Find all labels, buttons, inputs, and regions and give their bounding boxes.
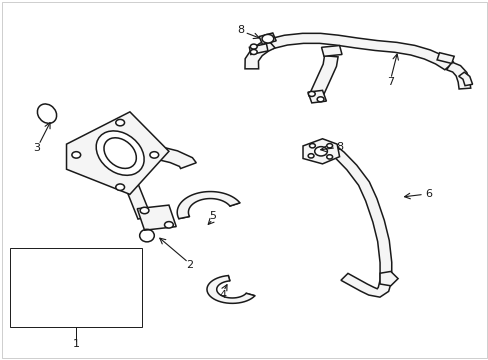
Polygon shape: [156, 147, 196, 168]
Polygon shape: [206, 275, 254, 303]
Polygon shape: [307, 90, 326, 103]
Polygon shape: [303, 139, 339, 164]
Circle shape: [317, 97, 324, 102]
Circle shape: [309, 144, 315, 148]
Circle shape: [116, 184, 124, 190]
Polygon shape: [446, 62, 470, 89]
Circle shape: [250, 44, 257, 49]
Polygon shape: [379, 271, 397, 286]
Polygon shape: [66, 112, 168, 194]
Polygon shape: [436, 53, 453, 63]
Circle shape: [307, 154, 313, 158]
Text: 1: 1: [73, 339, 80, 349]
Text: 7: 7: [386, 77, 393, 87]
Circle shape: [72, 152, 81, 158]
Polygon shape: [105, 162, 151, 219]
Circle shape: [164, 222, 173, 228]
Circle shape: [250, 49, 257, 54]
Text: 5: 5: [209, 211, 216, 221]
Circle shape: [326, 144, 332, 148]
Ellipse shape: [96, 131, 144, 175]
Polygon shape: [268, 33, 453, 70]
Polygon shape: [458, 72, 471, 86]
Polygon shape: [308, 56, 337, 99]
Circle shape: [140, 207, 149, 214]
Text: 6: 6: [424, 189, 431, 199]
Bar: [10, 248, 142, 327]
Circle shape: [314, 147, 327, 156]
Text: 3: 3: [33, 143, 40, 153]
Polygon shape: [137, 205, 176, 230]
Polygon shape: [259, 33, 276, 44]
Polygon shape: [321, 45, 341, 56]
Circle shape: [262, 35, 273, 43]
Circle shape: [326, 155, 332, 159]
Text: 2: 2: [186, 260, 193, 270]
Polygon shape: [249, 44, 267, 54]
Text: 8: 8: [237, 25, 244, 35]
Polygon shape: [244, 40, 275, 69]
Circle shape: [150, 152, 158, 158]
Polygon shape: [177, 192, 240, 219]
Text: 4: 4: [219, 290, 225, 300]
Circle shape: [116, 120, 124, 126]
Polygon shape: [319, 140, 391, 297]
Ellipse shape: [104, 138, 136, 168]
Circle shape: [308, 91, 315, 96]
Text: 8: 8: [336, 142, 343, 152]
